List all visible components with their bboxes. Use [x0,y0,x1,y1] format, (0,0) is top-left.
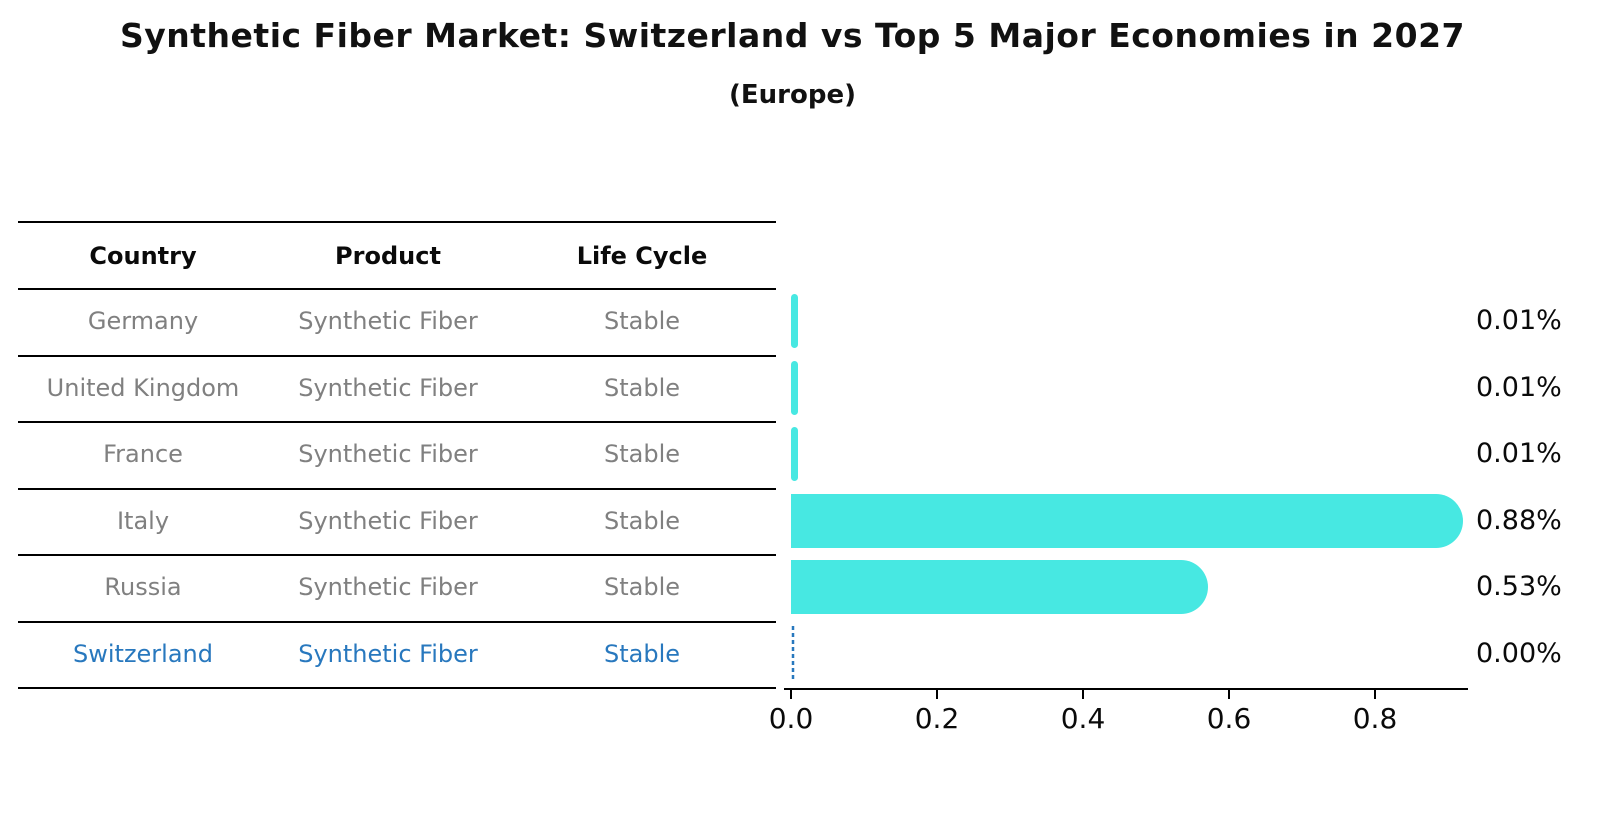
table-row-russia: Russia Synthetic Fiber Stable [18,554,776,623]
country-cell: United Kingdom [46,373,240,402]
value-label-italy: 0.88% [1476,504,1562,536]
life-cycle-cell: Stable [603,307,681,336]
table-row-italy: Italy Synthetic Fiber Stable [18,488,776,556]
product-cell: Synthetic Fiber [298,639,478,668]
bar-united-kingdom [791,360,798,415]
bar-russia [791,560,1208,615]
value-label-france: 0.01% [1476,438,1562,470]
value-label-germany: 0.01% [1476,305,1562,337]
x-axis-tick [1082,690,1084,699]
value-label-russia: 0.53% [1476,571,1562,603]
product-cell: Synthetic Fiber [298,307,478,336]
product-cell: Synthetic Fiber [298,573,478,602]
table-header-country: Country [89,241,197,270]
table-header-row: Country Product Life Cycle [18,221,776,290]
product-cell: Synthetic Fiber [298,373,478,402]
life-cycle-cell: Stable [603,373,681,402]
product-cell: Synthetic Fiber [298,440,478,469]
table-row-united-kingdom: United Kingdom Synthetic Fiber Stable [18,355,776,423]
country-cell: France [103,440,183,469]
chart-title: Synthetic Fiber Market: Switzerland vs T… [120,16,1465,55]
table-header-life-cycle: Life Cycle [576,241,708,270]
x-axis-tick-label: 0.2 [914,702,960,735]
dashed-zero-bar-icon [791,625,795,682]
bar-italy [791,493,1463,548]
x-axis-tick-label: 0.0 [768,702,814,735]
life-cycle-cell: Stable [603,440,681,469]
life-cycle-cell: Stable [603,506,681,535]
x-axis-tick [1374,690,1376,699]
country-cell: Germany [87,307,199,336]
life-cycle-cell: Stable [603,639,681,668]
table-header-product: Product [335,241,441,270]
x-axis-tick [1228,690,1230,699]
table-row-switzerland: Switzerland Synthetic Fiber Stable [18,621,776,689]
country-cell: Switzerland [73,639,213,668]
value-label-united-kingdom: 0.01% [1476,371,1562,403]
life-cycle-cell: Stable [603,573,681,602]
x-axis-line [784,688,1468,690]
bar-germany [791,294,798,349]
product-cell: Synthetic Fiber [298,506,478,535]
x-axis-tick [790,690,792,699]
country-cell: Italy [116,506,170,535]
bar-switzerland-zero-dashed [789,625,797,687]
country-cell: Russia [104,573,182,602]
x-axis-tick-label: 0.6 [1206,702,1252,735]
x-axis-tick [936,690,938,699]
x-axis-tick-label: 0.4 [1060,702,1106,735]
chart-subtitle: (Europe) [729,80,856,110]
x-axis-tick-label: 0.8 [1352,702,1398,735]
table-row-france: France Synthetic Fiber Stable [18,421,776,490]
table-row-germany: Germany Synthetic Fiber Stable [18,288,776,357]
bar-france [791,427,798,482]
value-label-switzerland: 0.00% [1476,637,1562,669]
